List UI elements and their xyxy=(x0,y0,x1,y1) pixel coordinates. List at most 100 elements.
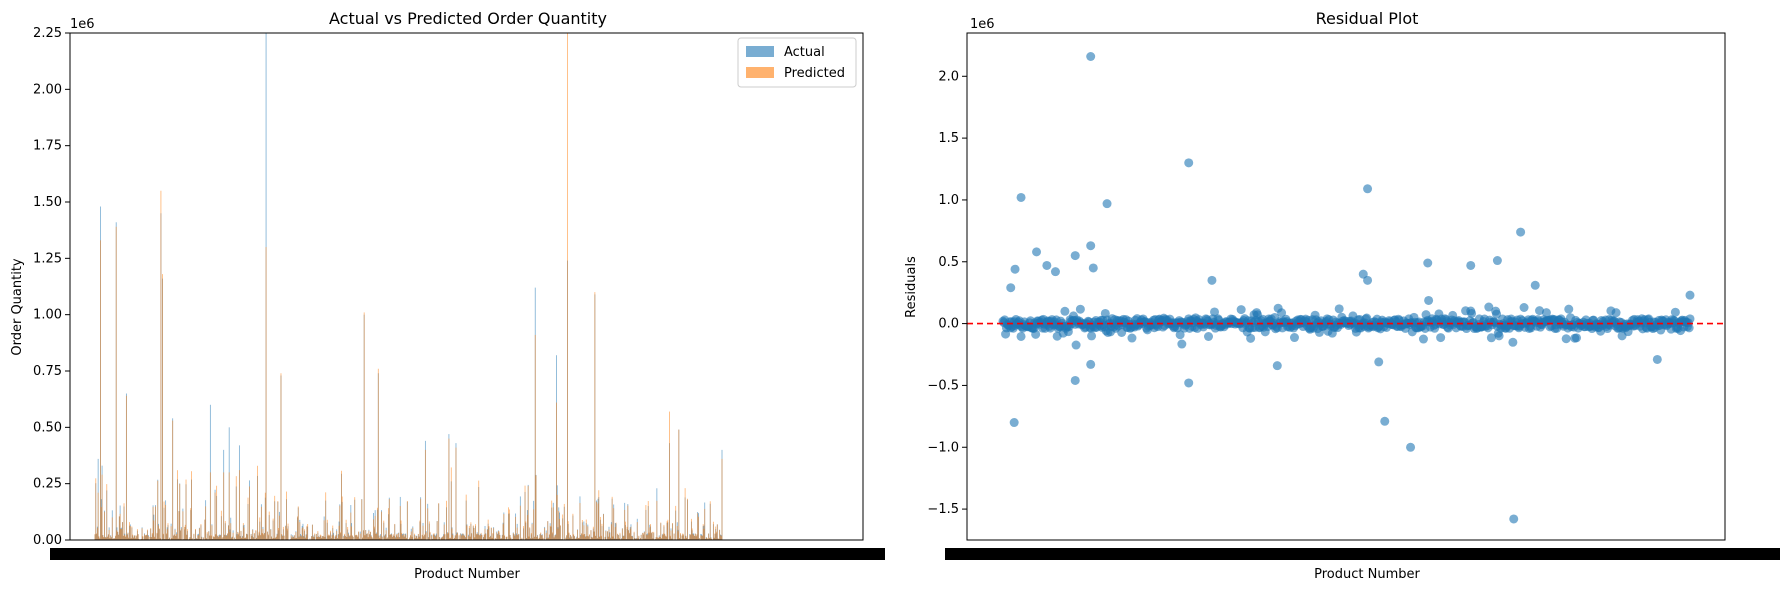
predicted-bar xyxy=(226,535,228,540)
predicted-bar xyxy=(111,537,112,540)
residual-point xyxy=(1086,359,1096,369)
predicted-bar xyxy=(458,534,460,540)
chart2-y-tick-label: 2.0 xyxy=(938,69,959,84)
predicted-bar xyxy=(354,497,356,540)
predicted-bar xyxy=(366,534,367,540)
predicted-bar xyxy=(609,533,611,540)
predicted-bar xyxy=(436,521,438,540)
predicted-bar xyxy=(135,538,137,540)
predicted-bar xyxy=(607,536,609,540)
predicted-bar xyxy=(488,526,490,540)
predicted-bar xyxy=(252,529,254,540)
predicted-bar xyxy=(191,538,193,540)
predicted-bar xyxy=(232,532,234,540)
predicted-bar xyxy=(685,536,687,540)
predicted-bar xyxy=(395,534,397,540)
predicted-bar xyxy=(548,537,549,540)
predicted-bar xyxy=(666,521,668,540)
predicted-bar xyxy=(302,526,304,540)
predicted-bar xyxy=(221,538,223,540)
legend-label-actual: Actual xyxy=(784,45,825,60)
predicted-bar xyxy=(317,531,319,540)
predicted-bar xyxy=(639,537,641,540)
predicted-bar xyxy=(159,538,161,540)
predicted-bar xyxy=(652,538,654,540)
predicted-bar xyxy=(716,524,718,540)
predicted-bar xyxy=(201,537,203,540)
predicted-bar xyxy=(327,535,329,540)
residual-point xyxy=(1374,357,1384,367)
predicted-bar xyxy=(401,532,403,540)
predicted-bar xyxy=(144,535,146,540)
predicted-bar xyxy=(341,496,343,540)
predicted-bar xyxy=(247,497,249,540)
predicted-bar xyxy=(720,534,721,540)
predicted-bar xyxy=(372,538,374,540)
predicted-bar xyxy=(546,538,548,540)
predicted-bar xyxy=(149,537,151,540)
predicted-bar xyxy=(373,519,374,540)
predicted-bar xyxy=(701,535,703,540)
predicted-bar xyxy=(624,509,626,540)
predicted-bar xyxy=(304,538,306,540)
chart2-title: Residual Plot xyxy=(1316,9,1419,28)
predicted-bar xyxy=(379,538,381,540)
chart1-y-offset-label: 1e6 xyxy=(70,17,95,32)
chart1-y-ticks: 0.00 0.25 0.50 0.75 1.00 1.25 1.50 1.75 2.00 2.25 xyxy=(33,26,70,548)
predicted-bar xyxy=(569,538,571,540)
predicted-bar xyxy=(206,532,208,540)
predicted-bar xyxy=(136,529,138,540)
predicted-bar xyxy=(306,525,308,540)
residual-point xyxy=(1031,329,1041,339)
predicted-bar xyxy=(527,485,529,540)
predicted-bar xyxy=(626,526,628,540)
predicted-bar xyxy=(633,531,635,540)
predicted-bar xyxy=(517,535,519,540)
predicted-bar xyxy=(586,536,588,540)
residual-point xyxy=(1564,304,1574,314)
predicted-bar xyxy=(470,522,472,540)
predicted-bar xyxy=(240,530,242,540)
residual-point xyxy=(1184,378,1194,388)
predicted-bar xyxy=(515,516,517,540)
predicted-bar xyxy=(562,514,564,540)
predicted-bar xyxy=(423,536,425,540)
predicted-bar xyxy=(99,538,101,540)
predicted-bar xyxy=(508,509,510,540)
predicted-bar xyxy=(466,525,468,540)
predicted-bar xyxy=(402,535,404,540)
predicted-bar xyxy=(494,537,496,540)
predicted-bar xyxy=(424,449,426,540)
predicted-bar xyxy=(619,532,621,540)
predicted-bar xyxy=(612,536,614,540)
chart2-y-tick-label: 1.0 xyxy=(938,193,959,208)
predicted-bar xyxy=(721,458,723,540)
predicted-bar xyxy=(672,523,673,540)
predicted-bar xyxy=(541,535,542,540)
predicted-bar xyxy=(446,500,447,540)
chart1-y-tick-label: 0.25 xyxy=(33,477,62,492)
residual-point xyxy=(1418,334,1428,344)
predicted-bar xyxy=(697,513,699,540)
predicted-bar xyxy=(637,538,639,540)
predicted-bar xyxy=(568,532,570,540)
legend-label-predicted: Predicted xyxy=(784,66,845,81)
predicted-bar xyxy=(526,538,528,540)
predicted-bar xyxy=(661,535,663,540)
predicted-bar xyxy=(405,535,407,540)
predicted-bar xyxy=(206,538,207,540)
predicted-bar xyxy=(434,535,436,540)
predicted-bar xyxy=(485,533,487,540)
predicted-bar xyxy=(692,534,694,540)
predicted-bar xyxy=(673,533,675,540)
residual-point xyxy=(1277,308,1287,318)
predicted-bar xyxy=(275,536,277,540)
predicted-bar xyxy=(241,538,243,540)
predicted-bar xyxy=(461,534,463,540)
predicted-bar xyxy=(533,509,535,540)
predicted-bar xyxy=(536,537,538,540)
predicted-bar xyxy=(303,536,305,540)
predicted-bar xyxy=(147,529,148,540)
predicted-bar xyxy=(547,521,549,540)
predicted-bar xyxy=(570,534,571,540)
